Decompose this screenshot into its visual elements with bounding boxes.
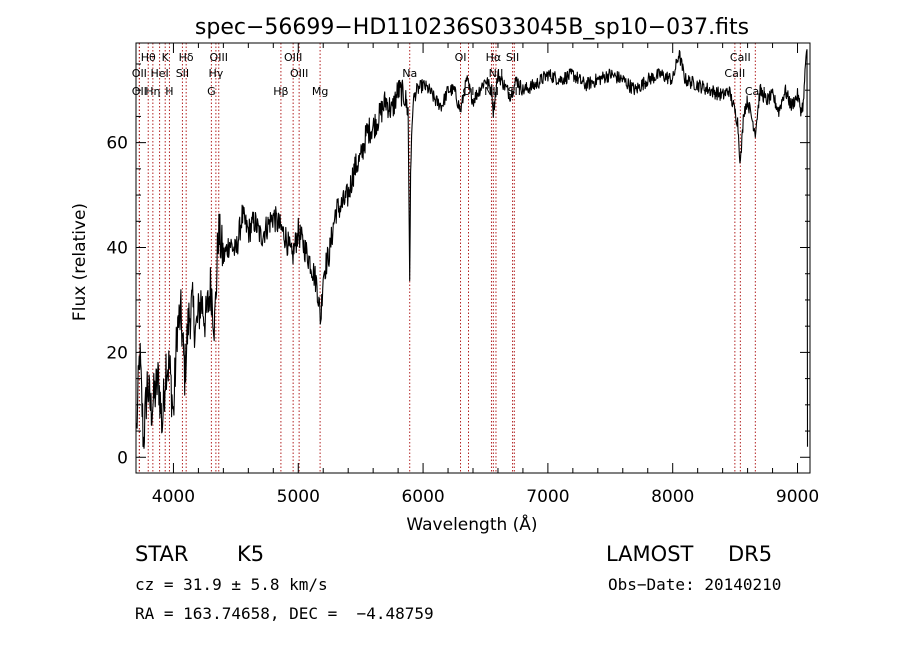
x-tick-label: 5000 bbox=[277, 487, 320, 507]
spectral-line-label: OI bbox=[463, 85, 475, 98]
x-axis-label: Wavelength (Å) bbox=[406, 513, 537, 535]
spectral-line-label: Hγ bbox=[208, 67, 223, 80]
spectral-line-label: SII bbox=[176, 67, 189, 80]
x-tick-label: 8000 bbox=[651, 487, 694, 507]
spectral-line-label: H bbox=[165, 85, 173, 98]
object-class: STAR bbox=[135, 542, 189, 566]
spectral-line-label: Na bbox=[402, 67, 417, 80]
spectrum-line bbox=[136, 49, 809, 449]
spectral-line-label: HeI bbox=[150, 67, 168, 80]
spectral-line-label: OI bbox=[455, 51, 467, 64]
spectral-line-label: K bbox=[162, 51, 170, 64]
y-tick-label: 20 bbox=[106, 343, 128, 363]
spectral-line-label: CaII bbox=[730, 51, 751, 64]
spectral-line-label: CaII bbox=[724, 67, 745, 80]
spectral-line-label: Mg bbox=[312, 85, 328, 98]
spectral-line-label: OIII bbox=[210, 51, 228, 64]
spectral-line-label: OII bbox=[132, 67, 147, 80]
spectral-line-label: Hβ bbox=[273, 85, 288, 98]
spectral-line-label: Hθ bbox=[141, 51, 156, 64]
spectral-line-label: G bbox=[207, 85, 216, 98]
plot-frame bbox=[135, 42, 811, 474]
x-axis-ticks: 4000 5000 6000 7000 8000 9000 bbox=[152, 43, 819, 507]
observation-date: Obs−Date: 20140210 bbox=[608, 575, 782, 594]
x-tick-label: 6000 bbox=[401, 487, 444, 507]
spectral-line-label: Hη bbox=[145, 85, 160, 98]
spectral-line-label: OIII bbox=[284, 51, 302, 64]
y-axis-ticks: 0 20 40 60 bbox=[106, 63, 810, 468]
object-subclass: K5 bbox=[237, 542, 265, 566]
spectral-line-label: Hα bbox=[486, 51, 502, 64]
y-tick-label: 40 bbox=[106, 239, 128, 259]
y-tick-label: 60 bbox=[106, 134, 128, 154]
spectral-line-markers bbox=[138, 43, 756, 473]
survey-name: LAMOST bbox=[606, 542, 694, 566]
spectral-line-label: Hδ bbox=[179, 51, 194, 64]
spectral-line-label: OIII bbox=[290, 67, 308, 80]
data-release: DR5 bbox=[728, 542, 773, 566]
chart-title: spec−56699−HD110236S033045B_sp10−037.fit… bbox=[195, 15, 749, 40]
coordinates: RA = 163.74658, DEC = −4.48759 bbox=[135, 604, 434, 623]
x-tick-label: 9000 bbox=[776, 487, 819, 507]
spectral-line-label: SII bbox=[506, 51, 519, 64]
x-tick-label: 4000 bbox=[152, 487, 195, 507]
redshift-velocity: cz = 31.9 ± 5.8 km/s bbox=[135, 575, 328, 594]
x-tick-label: 7000 bbox=[526, 487, 569, 507]
y-tick-label: 0 bbox=[117, 448, 128, 468]
y-axis-label: Flux (relative) bbox=[70, 203, 90, 321]
